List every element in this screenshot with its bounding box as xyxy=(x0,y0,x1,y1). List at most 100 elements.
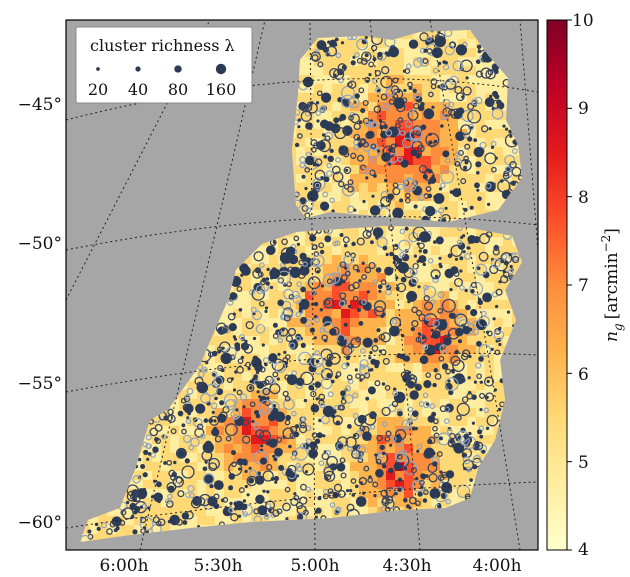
density-cell xyxy=(224,345,233,354)
density-cell xyxy=(458,291,467,300)
density-cell xyxy=(170,498,179,507)
density-cell xyxy=(296,453,305,462)
cluster-marker xyxy=(478,251,489,262)
cluster-marker xyxy=(326,45,338,57)
density-cell xyxy=(314,336,323,345)
density-cell xyxy=(440,462,449,471)
cluster-marker xyxy=(437,474,445,481)
cluster-marker xyxy=(264,309,268,313)
density-cell xyxy=(413,192,422,201)
density-cell xyxy=(359,390,368,399)
density-cell xyxy=(458,363,467,372)
cluster-marker xyxy=(363,465,370,472)
density-cell xyxy=(305,246,314,255)
density-cell xyxy=(467,246,476,255)
density-cell xyxy=(494,345,503,354)
cluster-marker xyxy=(348,80,357,89)
density-cell xyxy=(413,129,422,138)
cluster-marker xyxy=(278,327,289,337)
density-cell xyxy=(197,399,206,408)
x-tick-label: 6:00h xyxy=(99,556,148,576)
cluster-marker xyxy=(145,529,149,534)
density-cell xyxy=(503,120,512,129)
density-cell xyxy=(458,138,467,147)
density-cell xyxy=(224,336,233,345)
density-cell xyxy=(305,273,314,282)
density-cell xyxy=(323,507,332,516)
density-cell xyxy=(440,48,449,57)
density-cell xyxy=(494,120,503,129)
density-cell xyxy=(332,66,341,75)
cluster-marker xyxy=(272,371,279,378)
cluster-marker xyxy=(315,397,319,401)
density-cell xyxy=(368,426,377,435)
cluster-marker xyxy=(460,124,472,136)
density-cell xyxy=(296,174,305,183)
density-cell xyxy=(359,174,368,183)
cluster-marker xyxy=(316,119,320,123)
cluster-marker xyxy=(342,280,346,284)
density-cell xyxy=(350,129,359,138)
cluster-marker xyxy=(406,417,413,424)
density-cell xyxy=(377,381,386,390)
cluster-marker xyxy=(290,454,297,461)
density-cell xyxy=(251,246,260,255)
cluster-marker xyxy=(429,176,437,184)
cluster-marker xyxy=(441,482,452,493)
density-cell xyxy=(296,156,305,165)
cluster-marker xyxy=(427,257,434,264)
cluster-marker xyxy=(307,276,321,290)
cluster-marker xyxy=(487,202,491,206)
density-cell xyxy=(458,228,467,237)
density-cell xyxy=(224,453,233,462)
density-cell xyxy=(89,525,98,534)
cluster-marker xyxy=(201,450,213,462)
density-cell xyxy=(296,93,305,102)
density-cell xyxy=(233,381,242,390)
density-cell xyxy=(179,426,188,435)
cluster-marker xyxy=(423,48,428,53)
density-cell xyxy=(242,489,251,498)
cluster-marker xyxy=(313,336,317,340)
cluster-marker xyxy=(377,51,383,58)
cluster-marker xyxy=(475,70,483,78)
cluster-marker xyxy=(403,178,417,192)
density-cell xyxy=(485,120,494,129)
density-cell xyxy=(251,435,260,444)
cluster-marker xyxy=(308,384,315,391)
density-cell xyxy=(287,444,296,453)
density-cell xyxy=(161,471,170,480)
cluster-marker xyxy=(420,485,424,489)
cluster-marker xyxy=(422,498,428,503)
cluster-marker xyxy=(456,414,462,421)
cluster-marker xyxy=(254,475,265,485)
cluster-marker xyxy=(243,344,254,354)
density-cell xyxy=(440,255,449,264)
density-cell xyxy=(413,426,422,435)
density-cell xyxy=(377,102,386,111)
cluster-marker xyxy=(341,64,347,70)
density-cell xyxy=(485,228,494,237)
density-cell xyxy=(494,327,503,336)
density-cell xyxy=(413,300,422,309)
cluster-marker xyxy=(351,493,355,497)
density-cell xyxy=(251,336,260,345)
cluster-marker xyxy=(346,503,355,512)
cluster-marker xyxy=(427,415,436,423)
density-cell xyxy=(368,363,377,372)
cluster-marker xyxy=(376,236,388,248)
cluster-marker xyxy=(498,342,502,347)
cluster-marker xyxy=(134,506,141,512)
density-cell xyxy=(341,39,350,48)
cluster-marker xyxy=(310,404,320,413)
density-cell xyxy=(278,426,287,435)
density-cell xyxy=(305,399,314,408)
density-cell xyxy=(323,399,332,408)
density-cell xyxy=(359,156,368,165)
density-cell xyxy=(404,318,413,327)
cluster-marker xyxy=(425,402,429,406)
cluster-marker xyxy=(433,240,437,244)
density-cell xyxy=(368,390,377,399)
density-cell xyxy=(305,462,314,471)
cluster-marker xyxy=(358,321,364,326)
